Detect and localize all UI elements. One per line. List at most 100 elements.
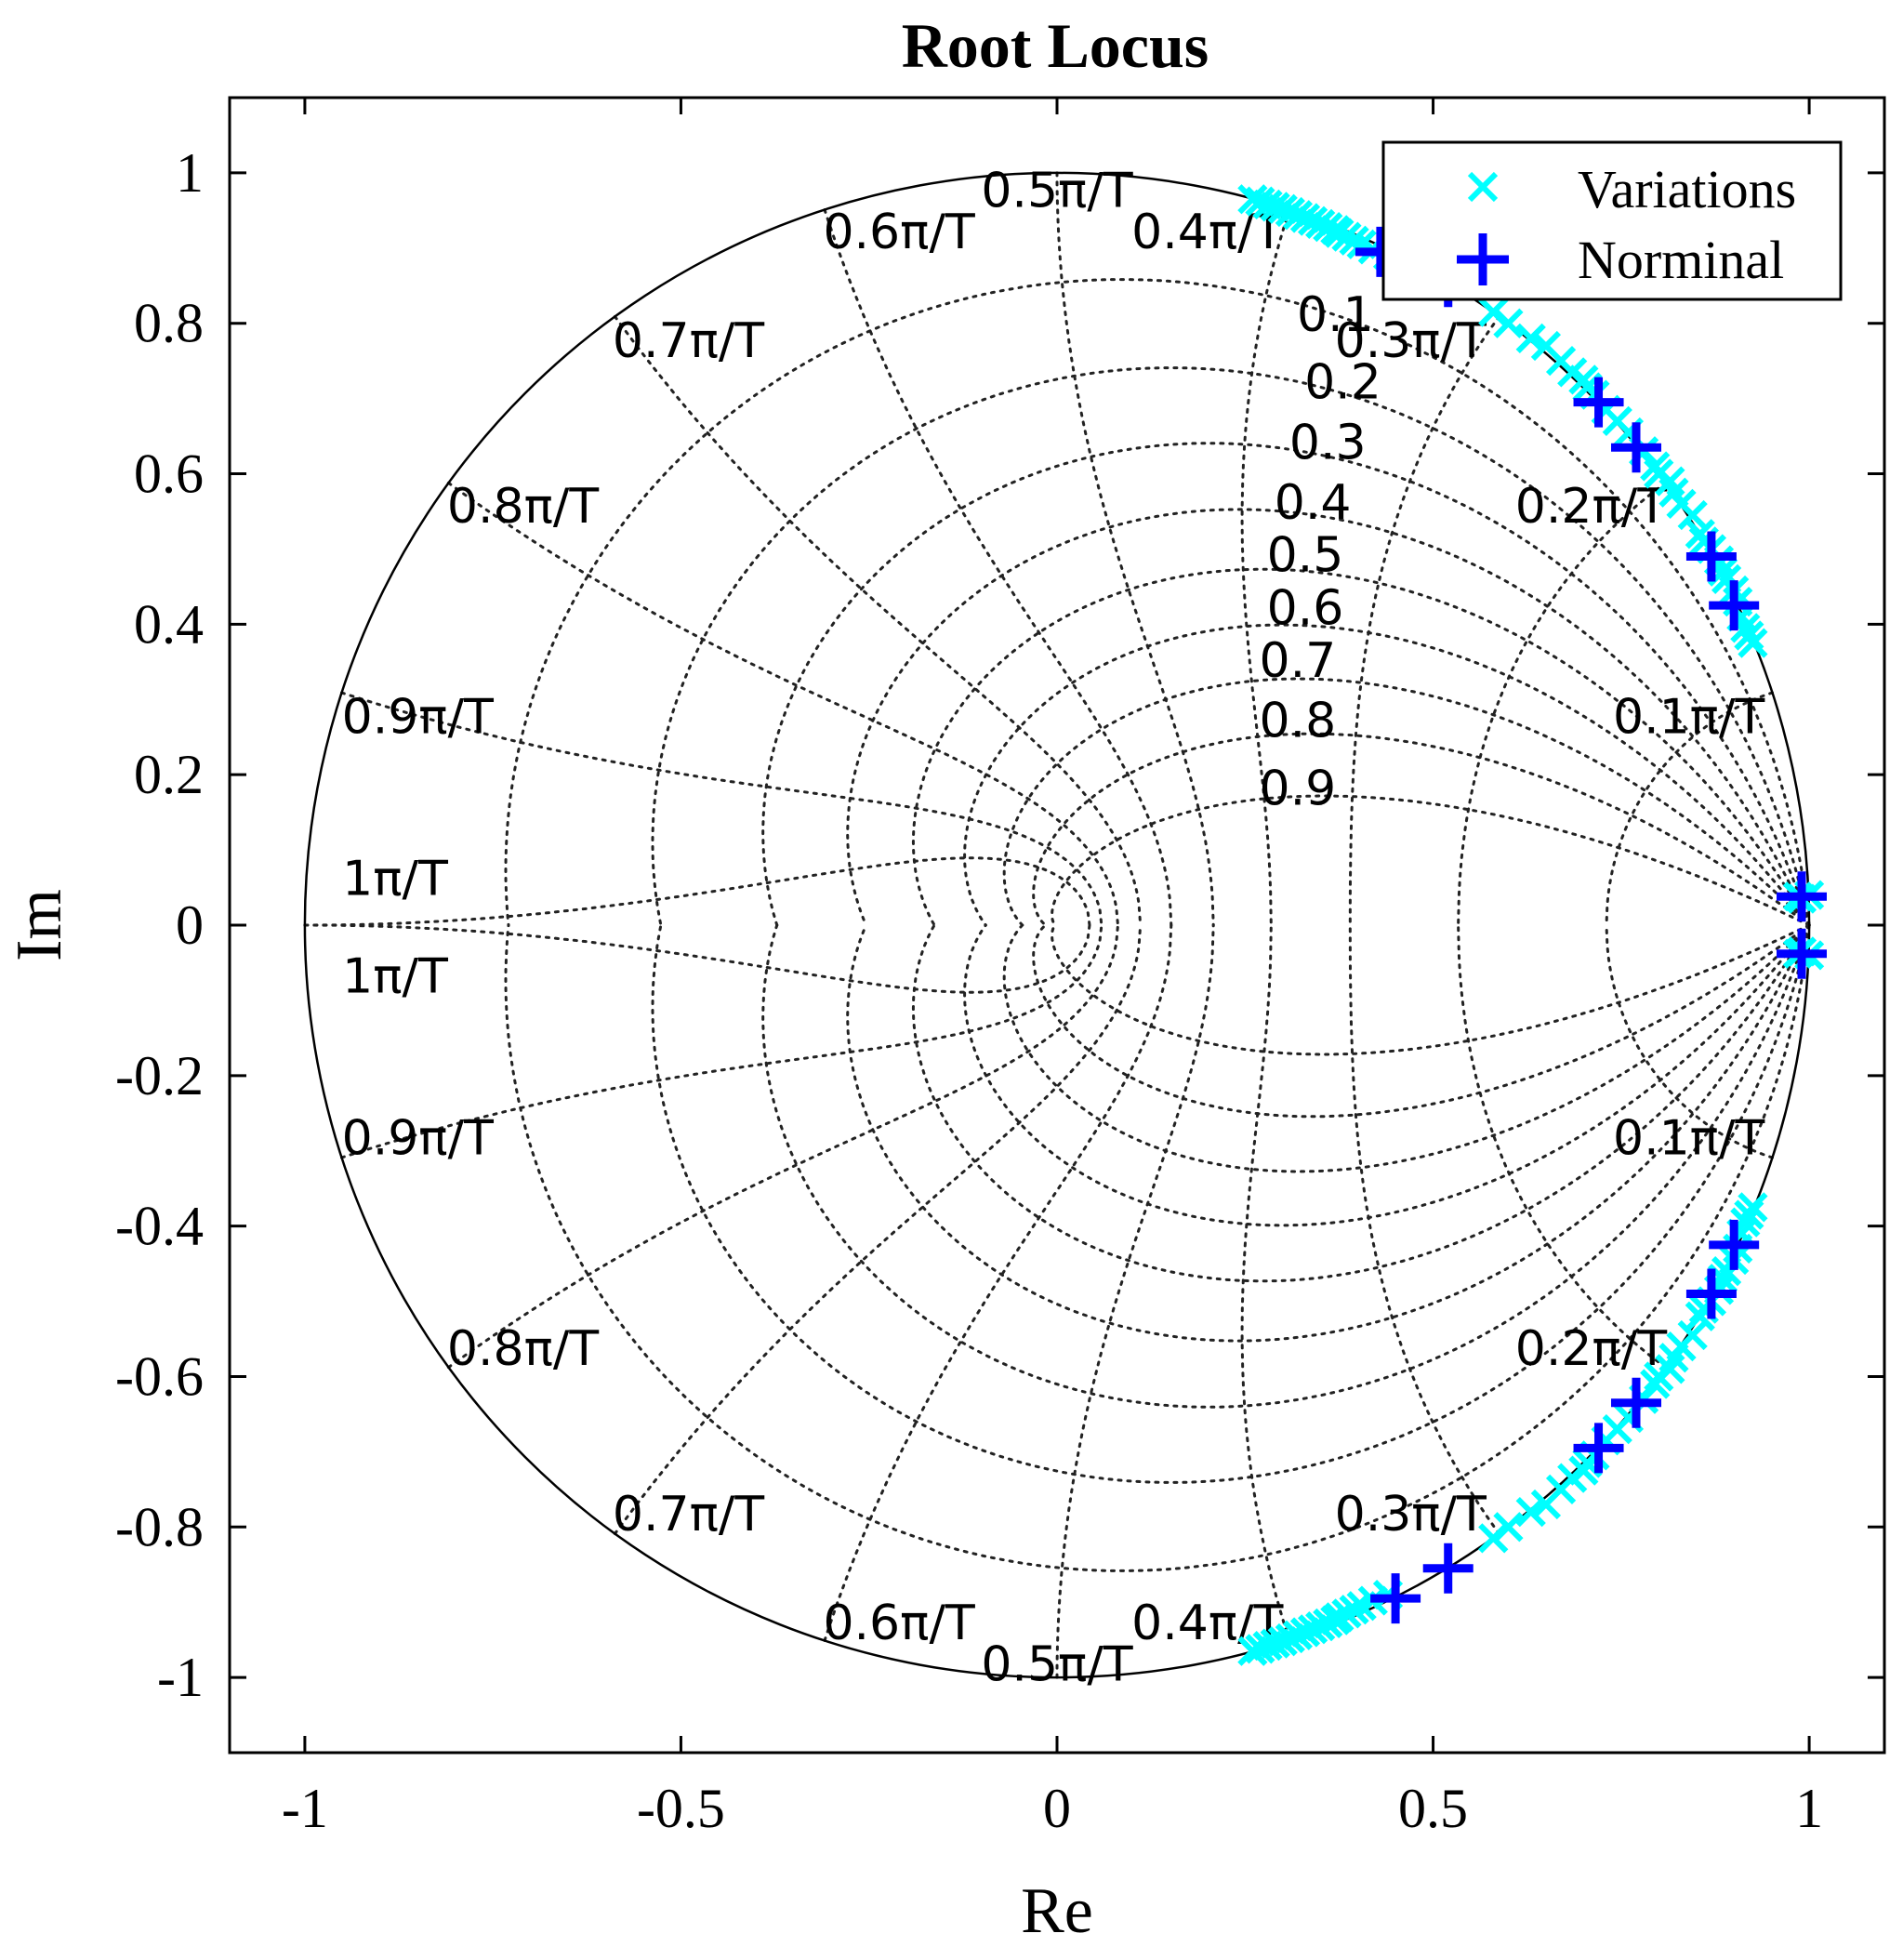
- damping-curve-lower: [1051, 923, 1811, 1056]
- norminal-point: [1422, 1543, 1474, 1594]
- norminal-point: [1685, 531, 1737, 582]
- frequency-curve-lower: [1055, 923, 1215, 1679]
- damping-curve-upper: [651, 366, 1811, 927]
- frequency-curve-lower: [1240, 923, 1291, 1642]
- frequency-curve-lower: [340, 923, 1103, 1159]
- frequency-curve-upper: [1348, 314, 1501, 927]
- norminal-point: [1370, 1573, 1421, 1624]
- frequency-label-upper: 0.7π/T: [613, 313, 765, 369]
- norminal-point: [1573, 377, 1624, 428]
- norminal-point: [1611, 1377, 1661, 1428]
- y-tick-label: 0.2: [134, 744, 204, 805]
- damping-curve-upper: [504, 278, 1811, 927]
- norminal-point: [1611, 422, 1661, 473]
- norminal-point: [1709, 1219, 1760, 1270]
- legend-label-norminal: Norminal: [1578, 230, 1784, 290]
- legend: Variations Norminal: [1381, 140, 1843, 301]
- frequency-label-lower: 0.5π/T: [981, 1637, 1133, 1693]
- axis-ticks: -1 -0.5 0 0.5 1-1-0.8-0.6-0.4-0.200.20.40.60…: [115, 98, 1884, 1839]
- y-tick-label: 0.4: [134, 593, 204, 655]
- frequency-label-upper: 0.8π/T: [447, 479, 600, 535]
- legend-marker-variations: [1467, 171, 1499, 203]
- frequency-label-lower: 0.2π/T: [1515, 1321, 1668, 1377]
- frequency-curve-upper: [1240, 208, 1291, 927]
- frequency-curve-lower: [613, 923, 1143, 1536]
- damping-curve-lower: [504, 923, 1811, 1572]
- frequency-label-lower: 0.3π/T: [1335, 1487, 1487, 1543]
- norminal-point: [1709, 580, 1760, 631]
- frequency-curve-lower: [823, 923, 1173, 1642]
- variations-point: [1738, 628, 1768, 658]
- variations-point: [1738, 1192, 1768, 1223]
- legend-label-variations: Variations: [1578, 159, 1796, 219]
- frequency-label-upper: 0.2π/T: [1515, 479, 1668, 535]
- damping-label: 0.1: [1297, 287, 1374, 343]
- frequency-curve-upper: [446, 481, 1119, 927]
- zgrid-labels: 0.1 0.20.30.40.50.60.70.8 0.9 0.1π/T 0.1π/T 0…: [342, 163, 1765, 1692]
- damping-curve-lower: [761, 923, 1811, 1409]
- damping-curve-upper: [911, 567, 1811, 927]
- y-tick-label: 0.6: [134, 444, 204, 505]
- variations-point: [1515, 1496, 1546, 1528]
- damping-curve-upper: [963, 623, 1811, 927]
- x-tick-label: 1: [1795, 1778, 1823, 1839]
- damping-curve-upper: [1002, 677, 1811, 927]
- damping-curve-upper: [1051, 794, 1811, 927]
- damping-curve-upper: [761, 442, 1811, 927]
- norminal-point: [1573, 1423, 1624, 1474]
- unit-circle-outline: [303, 171, 1811, 1679]
- x-axis-label: Re: [1021, 1875, 1093, 1947]
- frequency-curve-upper: [1055, 171, 1215, 927]
- frequency-curve-lower: [1605, 923, 1774, 1159]
- damping-curve-lower: [1032, 923, 1811, 1119]
- frequency-label-lower: 0.8π/T: [447, 1321, 600, 1377]
- variations-point: [1493, 308, 1524, 338]
- y-tick-label: -0.2: [115, 1045, 204, 1106]
- norminal-point: [1685, 1268, 1737, 1319]
- frequency-label-upper: 0.3π/T: [1335, 313, 1487, 369]
- damping-label: 0.2: [1304, 355, 1381, 411]
- frequency-curve-upper: [303, 856, 1091, 927]
- frequency-curve-lower: [303, 923, 1091, 994]
- y-tick-label: -1: [157, 1647, 204, 1708]
- damping-curve-lower: [846, 923, 1811, 1343]
- y-tick-label: 0.8: [134, 293, 204, 354]
- y-tick-label: -0.8: [115, 1496, 204, 1557]
- norminal-point: [1777, 871, 1827, 922]
- x-tick-label: -0.5: [637, 1778, 725, 1839]
- damping-label: 0.3: [1289, 415, 1367, 470]
- frequency-label-upper: 0.5π/T: [981, 163, 1133, 219]
- variations-point: [1677, 1319, 1708, 1351]
- damping-curve-lower: [963, 923, 1811, 1227]
- frequency-curve-lower: [1348, 923, 1501, 1536]
- damping-label: 0.4: [1275, 475, 1352, 531]
- variations-point: [1515, 323, 1546, 354]
- zgrid: [303, 171, 1811, 1679]
- damping-label: 0.6: [1267, 580, 1344, 636]
- chart-title: Root Locus: [902, 10, 1209, 81]
- y-tick-label: 1: [176, 142, 204, 204]
- norminal-point: [1777, 928, 1827, 979]
- damping-curve-lower: [1002, 923, 1811, 1173]
- frequency-label-lower: 0.6π/T: [823, 1596, 975, 1651]
- legend-marker-norminal: [1457, 233, 1509, 285]
- x-tick-label: -1: [282, 1778, 328, 1839]
- y-tick-label: 0: [176, 894, 204, 956]
- frequency-label-lower: 0.7π/T: [613, 1487, 765, 1543]
- frequency-curve-lower: [446, 923, 1119, 1370]
- frequency-label-lower: 1π/T: [342, 948, 448, 1004]
- frequency-curve-upper: [1605, 691, 1774, 927]
- damping-label: 0.7: [1260, 633, 1337, 689]
- damping-label: 0.9: [1260, 761, 1337, 817]
- damping-curve-lower: [911, 923, 1811, 1283]
- variations-point: [1493, 1512, 1524, 1543]
- x-tick-label: 0.5: [1398, 1778, 1468, 1839]
- damping-curve-lower: [651, 923, 1811, 1484]
- frequency-label-upper: 0.6π/T: [823, 205, 975, 260]
- frequency-curve-upper: [613, 314, 1143, 927]
- frequency-curve-upper: [340, 691, 1103, 927]
- x-tick-label: 0: [1043, 1778, 1071, 1839]
- damping-label: 0.8: [1260, 694, 1337, 749]
- frequency-label-upper: 1π/T: [342, 852, 448, 907]
